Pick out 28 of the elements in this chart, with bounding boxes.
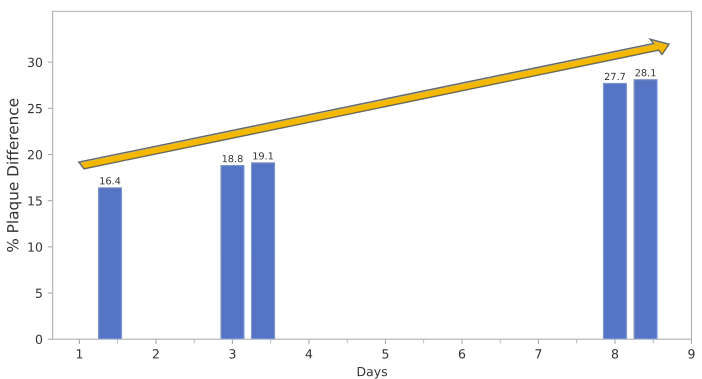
y-tick-label: 20 [28,150,42,160]
x-tick-label: 5 [382,349,388,359]
bar [634,79,658,340]
y-axis-title: % Plaque Difference [6,98,22,252]
data-label: 16.4 [100,177,120,184]
y-tick-label: 5 [36,288,42,298]
x-tick-label: 7 [536,349,542,358]
data-label: 27.7 [604,72,625,80]
data-label: 19.1 [253,152,273,160]
x-axis-title: Days [358,366,388,379]
x-tick-label: 1 [76,349,82,358]
bar [98,187,122,340]
bar [602,82,627,340]
y-tick-label: 0 [36,334,42,344]
x-tick-label: 9 [688,349,695,359]
y-tick-label: 15 [28,196,42,206]
data-label: 18.8 [222,154,243,162]
y-tick-label: 25 [28,104,42,114]
x-tick-label: 6 [458,349,466,359]
y-tick-label: 10 [28,242,42,252]
data-label: 28.1 [635,69,656,76]
bar [220,165,244,340]
x-tick-label: 2 [152,349,159,358]
x-tick-label: 3 [229,349,236,359]
x-tick-label: 4 [306,349,312,358]
bar [251,162,276,340]
y-tick-label: 30 [28,58,42,68]
x-tick-label: 8 [612,349,618,359]
